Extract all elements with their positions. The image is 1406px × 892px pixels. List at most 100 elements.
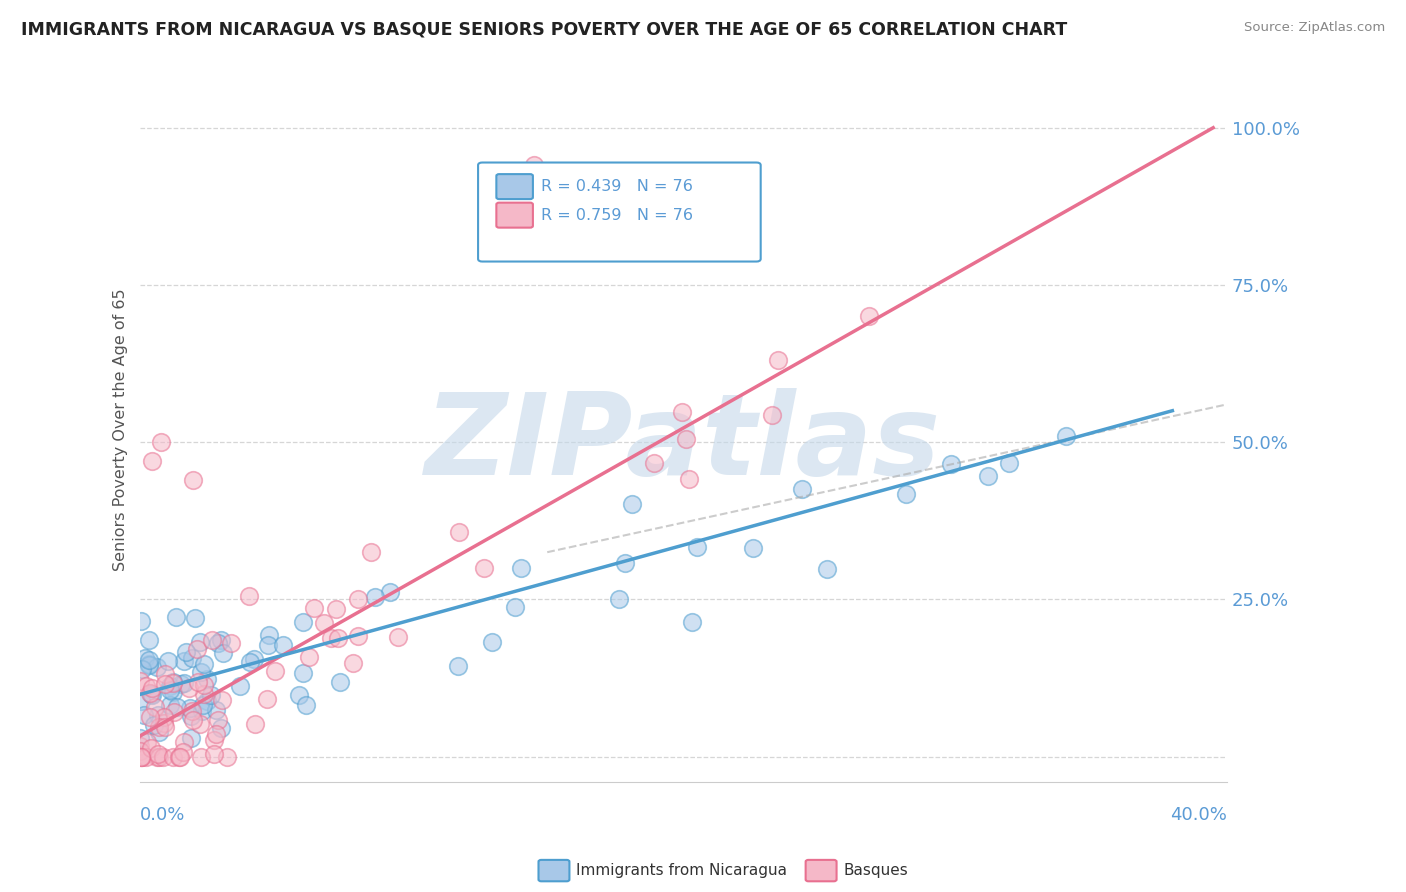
Point [977,469,1000,483]
Point [188,717,211,731]
Point [146,660,169,674]
Point [146,749,169,764]
Point [134,707,156,722]
Point [239,655,262,669]
Point [138,632,160,647]
Point [264,665,287,679]
Point [148,724,170,739]
Point [686,541,709,555]
Point [229,679,252,693]
Point [138,657,160,672]
Point [180,731,202,745]
Text: 0.0%: 0.0% [139,806,186,824]
Point [138,653,160,667]
Point [173,654,195,668]
Point [768,352,790,367]
Point [174,645,197,659]
Point [741,541,763,555]
Point [159,698,181,712]
Point [195,694,218,708]
Point [257,638,280,652]
Point [217,749,239,764]
Point [894,487,917,501]
Point [163,706,186,720]
Point [134,651,156,665]
Point [141,688,163,702]
Point [200,688,222,702]
Point [159,680,181,694]
Point [347,629,370,643]
Point [179,701,201,715]
Point [193,687,215,701]
Point [1054,429,1077,443]
Point [180,651,202,665]
Point [202,733,225,747]
Point [505,599,527,614]
Point [169,677,191,691]
Point [761,409,783,423]
Point [188,635,211,649]
Point [321,631,343,645]
Text: Basques: Basques [844,863,908,878]
Point [387,630,409,644]
Point [152,749,174,764]
Point [135,749,157,764]
Point [153,677,176,691]
Text: R = 0.439   N = 76: R = 0.439 N = 76 [541,179,693,194]
Point [621,497,644,511]
Point [129,749,152,764]
Point [292,666,315,681]
Point [481,634,503,648]
Point [135,680,157,694]
Point [138,657,160,672]
Point [180,708,202,723]
Point [304,601,326,615]
Point [939,458,962,472]
Point [347,591,370,606]
Text: Source: ZipAtlas.com: Source: ZipAtlas.com [1244,21,1385,34]
Point [183,713,205,727]
Point [169,749,191,764]
Point [186,642,208,657]
Point [129,673,152,688]
Point [190,749,212,764]
Point [447,658,470,673]
Point [193,678,215,692]
Point [139,687,162,701]
Point [209,722,232,736]
Point [204,747,226,761]
Point [378,585,401,599]
Text: IMMIGRANTS FROM NICARAGUA VS BASQUE SENIORS POVERTY OVER THE AGE OF 65 CORRELATI: IMMIGRANTS FROM NICARAGUA VS BASQUE SENI… [21,21,1067,38]
Point [159,682,181,697]
Point [143,718,166,732]
Point [209,632,232,647]
Point [643,456,665,470]
Point [245,717,267,731]
Point [139,686,162,700]
Point [207,636,229,650]
Point [155,667,177,681]
Point [207,713,229,727]
Point [681,615,703,629]
Point [136,735,159,749]
Point [131,749,153,764]
Point [162,684,184,698]
Point [166,700,188,714]
Point [205,727,228,741]
Point [259,627,281,641]
Point [510,561,533,575]
Y-axis label: Seniors Poverty Over the Age of 65: Seniors Poverty Over the Age of 65 [114,288,128,571]
Point [172,745,194,759]
Point [291,615,314,629]
Text: 40.0%: 40.0% [1170,806,1227,824]
Point [179,681,201,695]
Point [195,672,218,686]
Point [613,556,636,570]
Point [329,674,352,689]
Point [181,704,204,718]
Point [364,591,387,605]
Point [181,473,204,487]
Point [155,720,177,734]
Point [294,698,316,712]
Text: ZIPatlas: ZIPatlas [425,388,941,500]
